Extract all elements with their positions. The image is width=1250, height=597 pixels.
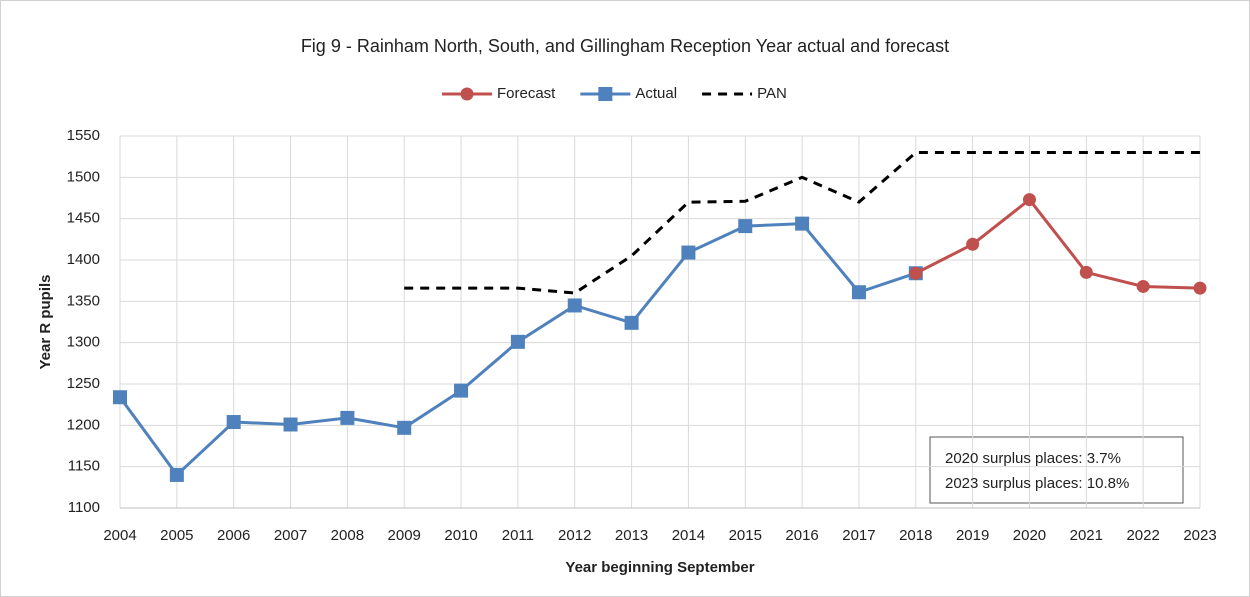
data-point (738, 219, 753, 234)
data-point (681, 245, 696, 260)
data-point (454, 383, 469, 398)
data-point (966, 237, 980, 251)
y-axis-label: Year R pupils (37, 274, 54, 369)
legend-marker (460, 87, 474, 101)
y-tick-label: 1350 (67, 292, 100, 309)
data-point (169, 467, 184, 482)
y-tick-label: 1250 (67, 375, 100, 392)
x-tick-label: 2023 (1183, 527, 1216, 544)
x-tick-label: 2007 (274, 527, 307, 544)
legend-label: Forecast (497, 85, 556, 102)
data-point (567, 298, 582, 313)
x-tick-label: 2012 (558, 527, 591, 544)
data-point (340, 410, 355, 425)
legend-label: Actual (635, 85, 677, 102)
y-tick-label: 1200 (67, 416, 100, 433)
annotation: 2020 surplus places: 3.7% (945, 450, 1121, 467)
data-point (1136, 279, 1150, 293)
y-tick-label: 1150 (68, 458, 100, 475)
x-tick-label: 2009 (388, 527, 421, 544)
x-tick-label: 2004 (103, 527, 136, 544)
x-tick-label: 2017 (842, 527, 875, 544)
annotation: 2023 surplus places: 10.8% (945, 475, 1129, 492)
y-tick-label: 1500 (67, 168, 100, 185)
y-tick-label: 1550 (67, 127, 100, 144)
y-tick-label: 1400 (67, 251, 100, 268)
y-tick-label: 1100 (68, 499, 100, 516)
data-point (510, 334, 525, 349)
legend-marker (598, 87, 613, 101)
data-point (283, 417, 298, 432)
x-tick-label: 2022 (1126, 527, 1159, 544)
x-tick-label: 2016 (785, 527, 818, 544)
x-tick-label: 2014 (672, 527, 705, 544)
x-tick-label: 2011 (502, 527, 534, 544)
data-point (624, 315, 639, 330)
y-tick-label: 1300 (67, 334, 100, 351)
x-tick-label: 2021 (1070, 527, 1103, 544)
x-tick-label: 2013 (615, 527, 648, 544)
x-tick-label: 2010 (444, 527, 477, 544)
x-tick-label: 2006 (217, 527, 250, 544)
x-tick-label: 2018 (899, 527, 932, 544)
x-axis-label: Year beginning September (565, 559, 754, 576)
data-point (113, 390, 127, 405)
data-point (1193, 281, 1207, 295)
series-line (915, 197, 1201, 290)
x-tick-label: 2005 (160, 527, 193, 544)
data-point (851, 285, 866, 300)
data-point (1079, 265, 1093, 279)
data-point (1022, 193, 1036, 207)
x-tick-label: 2008 (331, 527, 364, 544)
data-point (397, 420, 412, 435)
series-line (404, 151, 1200, 295)
y-tick-label: 1450 (67, 210, 100, 227)
data-point (795, 216, 810, 231)
x-tick-label: 2020 (1013, 527, 1046, 544)
x-tick-label: 2019 (956, 527, 989, 544)
data-point (909, 266, 923, 280)
legend-label: PAN (757, 85, 787, 102)
data-point (226, 415, 241, 430)
chart-title: Fig 9 - Rainham North, South, and Gillin… (301, 36, 949, 56)
annotation-box (929, 436, 1184, 504)
x-tick-label: 2015 (729, 527, 762, 544)
